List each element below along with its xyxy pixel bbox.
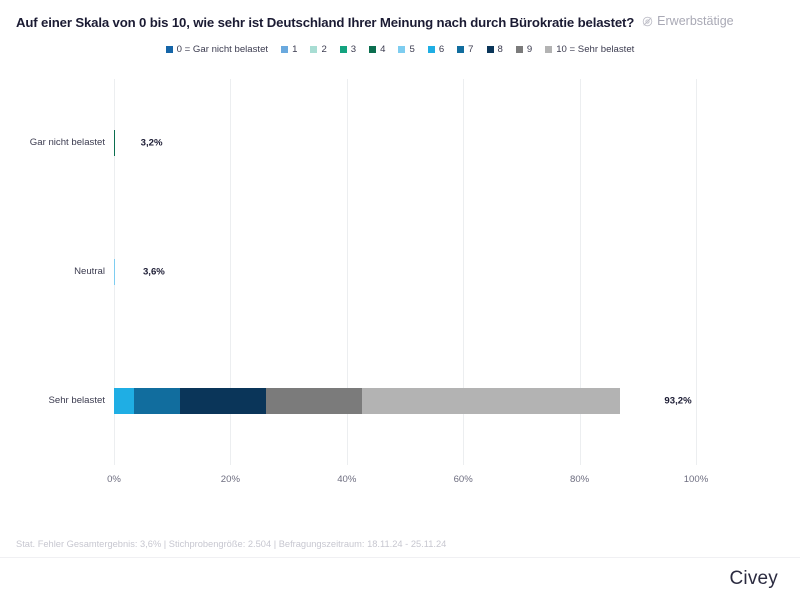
legend-label: 2 bbox=[321, 43, 327, 55]
stacked-bar[interactable] bbox=[114, 387, 656, 414]
bar-row: Sehr belastet 93,2% bbox=[48, 387, 696, 414]
gridline bbox=[696, 78, 697, 465]
stacked-bar[interactable] bbox=[114, 258, 135, 285]
legend-label: 3 bbox=[350, 43, 357, 55]
segment-badge: Erwerbstätige bbox=[642, 14, 734, 28]
bar-segment[interactable] bbox=[114, 258, 115, 285]
x-axis-tick-label: 100% bbox=[683, 474, 709, 485]
target-icon bbox=[642, 16, 653, 27]
bar-value-label: 3,2% bbox=[140, 137, 163, 149]
plot-region: Gar nicht belastet 3,2% Neutral 3,6% Sehr be… bbox=[30, 78, 708, 485]
legend-swatch bbox=[281, 45, 289, 53]
bar-segment[interactable] bbox=[179, 387, 267, 414]
legend-item[interactable]: 9 bbox=[515, 43, 533, 55]
legend-item[interactable]: 5 bbox=[398, 43, 415, 55]
bar-value-label: 3,6% bbox=[142, 266, 165, 278]
legend-label: 0 = Gar nicht belastet bbox=[176, 43, 269, 55]
legend-label: 1 bbox=[292, 43, 298, 55]
bar-segment[interactable] bbox=[361, 387, 620, 414]
civey-logo: Civey bbox=[729, 568, 778, 589]
bar-value-label: 93,2% bbox=[664, 395, 692, 407]
legend-swatch bbox=[427, 45, 435, 53]
legend-item[interactable]: 2 bbox=[310, 43, 327, 55]
chart-header: Auf einer Skala von 0 bis 10, wie sehr i… bbox=[0, 0, 800, 34]
x-axis-labels: 0% 20% 40% 60% 80% 100% bbox=[107, 465, 708, 489]
legend-swatch bbox=[515, 45, 523, 53]
bar-segment[interactable] bbox=[266, 387, 362, 414]
legend-swatch bbox=[310, 45, 318, 53]
legend-swatch bbox=[369, 45, 377, 53]
stacked-bar[interactable] bbox=[114, 129, 133, 156]
x-axis-tick-label: 20% bbox=[220, 474, 240, 485]
x-axis-tick-label: 40% bbox=[337, 474, 357, 485]
legend-label: 10 = Sehr belastet bbox=[556, 43, 635, 55]
bar-row-label: Neutral bbox=[74, 266, 105, 278]
legend-label: 5 bbox=[409, 43, 415, 55]
legend-item[interactable]: 10 = Sehr belastet bbox=[545, 44, 634, 55]
legend-label: 9 bbox=[526, 43, 533, 55]
bar-rows: Gar nicht belastet 3,2% Neutral 3,6% Sehr be… bbox=[30, 79, 696, 466]
chart-legend: 0 = Gar nicht belastet 1 2 3 4 5 6 7 8 9 10 = Sehr… bbox=[0, 34, 800, 61]
segment-label: Erwerbstätige bbox=[657, 14, 734, 28]
bar-segment[interactable] bbox=[134, 387, 180, 414]
legend-item[interactable]: 0 = Gar nicht belastet bbox=[165, 43, 269, 55]
legend-item[interactable]: 3 bbox=[339, 43, 357, 55]
legend-swatch bbox=[165, 45, 173, 53]
legend-label: 4 bbox=[380, 43, 386, 55]
bar-row-label: Gar nicht belastet bbox=[29, 137, 105, 149]
brand-bar: Civey bbox=[0, 558, 800, 600]
bar-row: Neutral 3,6% bbox=[74, 258, 696, 285]
legend-item[interactable]: 6 bbox=[427, 43, 445, 55]
legend-swatch bbox=[398, 45, 406, 53]
legend-label: 6 bbox=[438, 43, 445, 55]
bar-segment[interactable] bbox=[114, 387, 135, 414]
legend-swatch bbox=[545, 45, 553, 53]
legend-item[interactable]: 7 bbox=[457, 43, 474, 55]
bar-row: Gar nicht belastet 3,2% bbox=[30, 129, 696, 156]
chart-area: Gar nicht belastet 3,2% Neutral 3,6% Sehr be… bbox=[16, 61, 784, 534]
chart-footnote: Stat. Fehler Gesamtergebnis: 3,6% | Stic… bbox=[16, 539, 447, 549]
legend-label: 8 bbox=[497, 43, 503, 55]
page-title: Auf einer Skala von 0 bis 10, wie sehr i… bbox=[16, 14, 635, 30]
x-axis-tick-label: 0% bbox=[107, 474, 121, 485]
legend-label: 7 bbox=[468, 43, 474, 55]
legend-swatch bbox=[457, 45, 465, 53]
legend-item[interactable]: 1 bbox=[281, 44, 297, 55]
x-axis-tick-label: 80% bbox=[569, 474, 590, 485]
x-axis-tick-label: 60% bbox=[453, 474, 473, 485]
bar-row-label: Sehr belastet bbox=[48, 395, 105, 407]
legend-swatch bbox=[486, 45, 494, 53]
legend-swatch bbox=[339, 45, 347, 53]
legend-item[interactable]: 8 bbox=[486, 43, 503, 55]
legend-item[interactable]: 4 bbox=[369, 44, 385, 55]
footer-divider bbox=[0, 557, 800, 558]
